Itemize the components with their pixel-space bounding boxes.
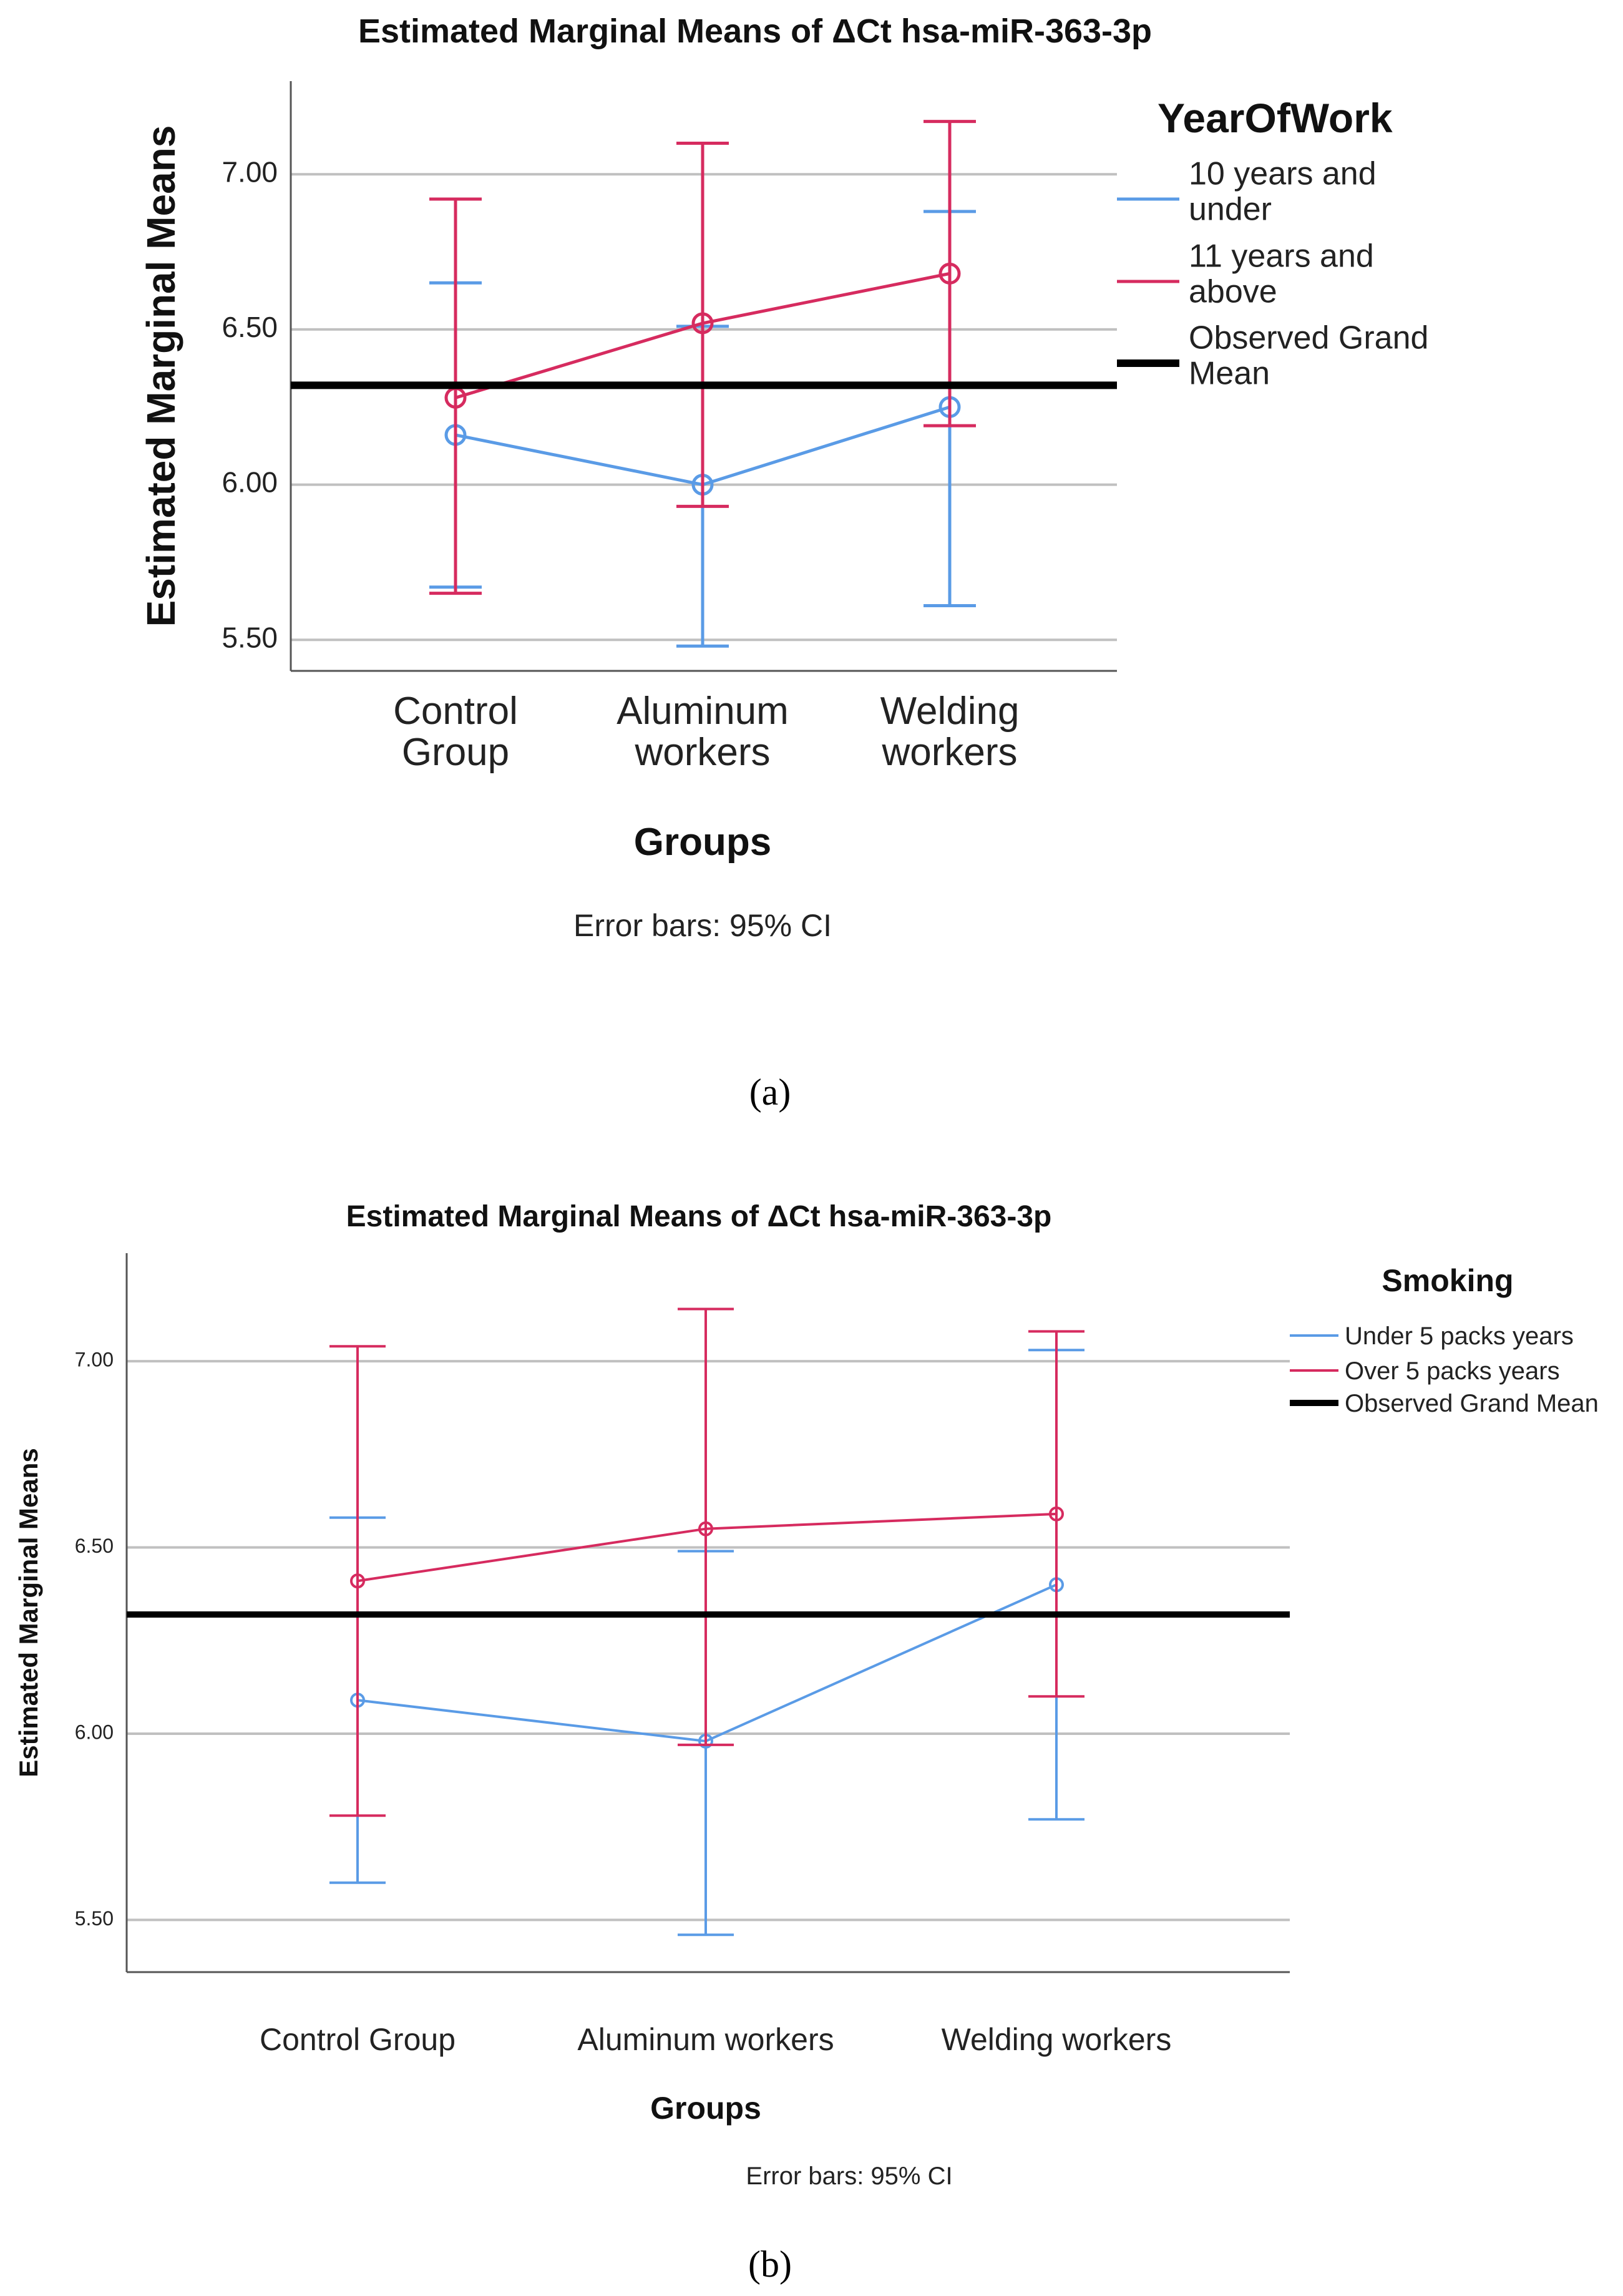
y-axis-title: Estimated Marginal Means	[14, 1448, 43, 1777]
y-tick-label: 5.50	[75, 1907, 114, 1930]
data-point	[938, 262, 961, 285]
chart-title: Estimated Marginal Means of ΔCt hsa-miR-…	[358, 12, 1152, 50]
x-tick-label: Control Group	[393, 690, 518, 774]
chart-b: Estimated Marginal Means of ΔCt hsa-miR-…	[14, 1200, 1599, 2190]
y-tick-label: 6.50	[75, 1535, 114, 1557]
series-line	[357, 1512, 1057, 1583]
error-bar-note: Error bars: 95% CI	[573, 908, 832, 943]
series-11-years-and-above	[429, 120, 976, 595]
legend: Smoking Under 5 packs years Over 5 packs y…	[1290, 1263, 1599, 1417]
x-tick-label: Welding workers	[942, 2022, 1172, 2057]
series-over-5-packs-years	[329, 1307, 1084, 1817]
caption-b: (b)	[748, 2244, 792, 2285]
y-tick-label: 6.50	[222, 311, 278, 343]
x-axis-title: Groups	[650, 2091, 761, 2126]
y-tick-label: 6.00	[75, 1721, 114, 1743]
legend-label: Over 5 packs years	[1345, 1357, 1560, 1385]
y-axis-title: Estimated Marginal Means	[139, 125, 183, 627]
caption-a: (a)	[749, 1072, 791, 1113]
y-tick-label: 7.00	[222, 155, 278, 188]
chart-title: Estimated Marginal Means of ΔCt hsa-miR-…	[346, 1200, 1052, 1233]
y-tick-label: 5.50	[222, 621, 278, 653]
x-tick-label: Aluminum workers	[577, 2022, 834, 2057]
y-tick-label: 6.00	[222, 466, 278, 499]
legend-label: Observed Grand Mean	[1345, 1390, 1599, 1417]
legend-label: Observed Grand Mean	[1189, 320, 1428, 392]
legend-title: Smoking	[1382, 1263, 1513, 1298]
legend-title: YearOfWork	[1158, 95, 1393, 141]
x-axis-title: Groups	[634, 821, 771, 864]
data-point	[350, 1573, 365, 1589]
chart-a: Estimated Marginal Means of ΔCt hsa-miR-…	[139, 12, 1428, 943]
data-point	[698, 1521, 713, 1536]
legend-label: 10 years and under	[1189, 156, 1377, 228]
legend: YearOfWork 10 years and under 11 years and a…	[1117, 95, 1428, 392]
data-point	[1049, 1506, 1064, 1522]
data-point	[691, 312, 714, 335]
legend-label: Under 5 packs years	[1345, 1322, 1574, 1350]
x-tick-label: Welding workers	[880, 690, 1020, 774]
legend-label: 11 years and above	[1189, 238, 1374, 310]
series-line	[455, 271, 950, 399]
error-bar-note: Error bars: 95% CI	[746, 2162, 952, 2190]
x-tick-label: Control Group	[260, 2022, 456, 2057]
x-tick-label: Aluminum workers	[617, 690, 789, 774]
y-tick-label: 7.00	[75, 1349, 114, 1371]
